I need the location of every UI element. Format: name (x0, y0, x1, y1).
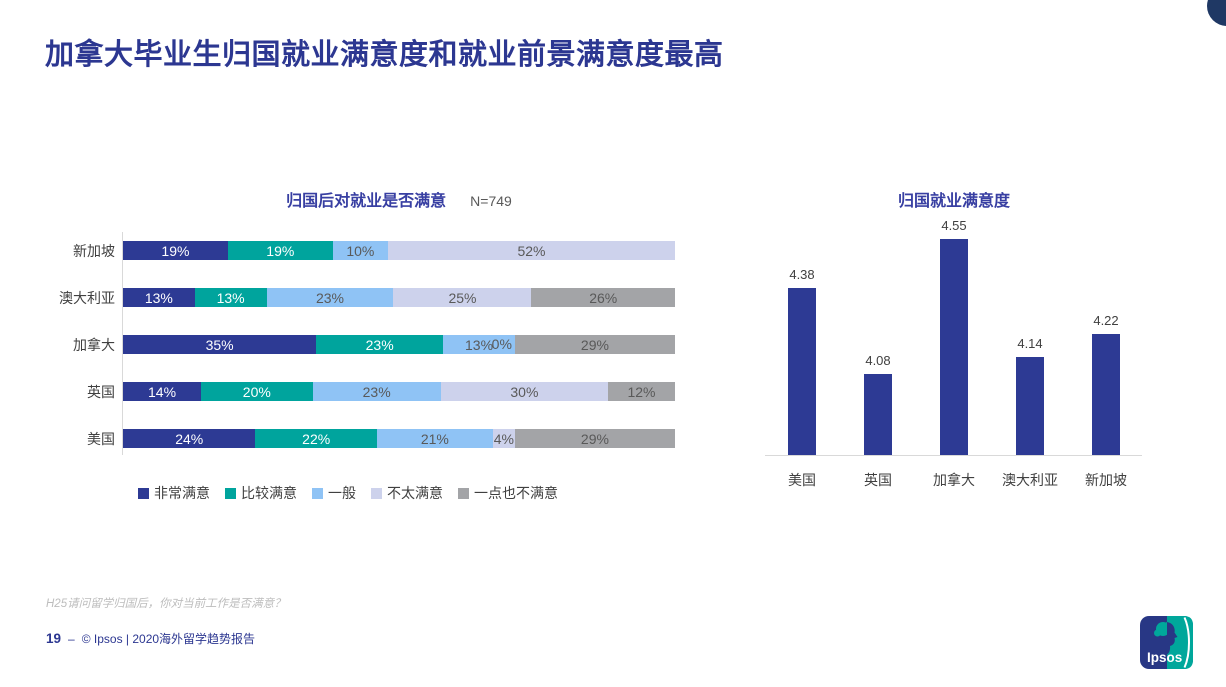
bar-segment: 29% (514, 335, 675, 354)
column-chart: 归国就业满意度 4.38 美国 4.08 英国 4.55 加拿大 4.14 澳大利亚 4.22 新… (764, 180, 1144, 510)
row-category-label: 澳大利亚 (59, 289, 115, 306)
page-title: 加拿大毕业生归国就业满意度和就业前景满意度最高 (45, 39, 724, 71)
legend-label: 不太满意 (387, 485, 443, 501)
bar-track: 14% 20% 23% 30% 12% (123, 382, 675, 401)
bar-segment: 21% (376, 429, 493, 448)
bar-track: 13% 13% 23% 25% 26% (123, 288, 675, 307)
copyright: © Ipsos | 2020海外留学趋势报告 (81, 632, 256, 646)
legend-swatch (312, 487, 323, 499)
column-slot: 4.08 英国 (840, 230, 916, 488)
bar-segment: 13% (194, 288, 267, 307)
column-category-label: 英国 (864, 472, 892, 488)
corner-accent-circle (1207, 0, 1226, 26)
ipsos-logo: Ipsos (1140, 616, 1193, 669)
legend-item: 非常满意 (138, 483, 210, 503)
bar-segment: 20% (201, 382, 313, 401)
legend-label: 非常满意 (154, 485, 210, 501)
column-value-label: 4.38 (789, 267, 815, 282)
legend-swatch (458, 487, 469, 499)
stacked-rows: 新加坡 19% 19% 10% 52% 澳大利亚 13% 13% 23% 25% 26% 加拿大 35%… (45, 241, 675, 476)
column-value-label: 4.22 (1093, 313, 1119, 328)
legend: 非常满意 比较满意 一般 不太满意 一点也不满意 (138, 483, 558, 503)
logo-face-profile (1167, 622, 1178, 655)
bar-segment: 14% (123, 382, 202, 401)
stacked-chart-header: 归国后对就业是否满意 N=749 (123, 180, 675, 211)
legend-swatch (138, 487, 149, 499)
legend-label: 一般 (328, 485, 356, 501)
stacked-bar-chart: 归国后对就业是否满意 N=749 新加坡 19% 19% 10% 52% 澳大利亚 13% 1… (45, 180, 685, 520)
ipsos-logo-graphic: Ipsos (1140, 616, 1193, 669)
bar-segment: 25% (393, 288, 532, 307)
bar-segment: 30% (440, 382, 609, 401)
bar-track: 19% 19% 10% 52% (123, 241, 675, 260)
bar-segment: 19% (123, 241, 228, 260)
stacked-bar-row: 新加坡 19% 19% 10% 52% (45, 241, 675, 260)
bar-segment: 24% (123, 429, 256, 448)
bar-segment: 26% (531, 288, 675, 307)
stacked-bar-row: 美国 24% 22% 21% 4% 29% (45, 429, 675, 448)
column-slot: 4.22 新加坡 (1068, 230, 1144, 488)
bar-segment: 23% (316, 335, 444, 354)
stacked-bar-row: 英国 14% 20% 23% 30% 12% (45, 382, 675, 401)
bar-segment: 13% (443, 335, 515, 354)
column-bar (940, 239, 968, 455)
column-bar (1016, 357, 1044, 455)
logo-head-crown-blob (1154, 629, 1161, 637)
column-bar (864, 374, 892, 455)
bar-segment: 10% (332, 241, 388, 260)
column-value-label: 4.08 (865, 353, 891, 368)
row-category-label: 新加坡 (73, 242, 115, 259)
column-category-label: 澳大利亚 (1002, 472, 1058, 488)
column-slot: 4.38 美国 (764, 230, 840, 488)
bar-segment: 4% (492, 429, 515, 448)
legend-label: 一点也不满意 (474, 485, 558, 501)
stacked-bar-row: 加拿大 35% 23% 13% 0% 29% (45, 335, 675, 354)
column-chart-title: 归国就业满意度 (897, 193, 1010, 210)
legend-label: 比较满意 (241, 485, 297, 501)
bar-segment: 35% (123, 335, 317, 354)
bar-segment: 29% (514, 429, 675, 448)
column-bar (788, 288, 816, 455)
bar-segment: 13% (123, 288, 195, 307)
legend-item: 一点也不满意 (458, 483, 558, 503)
legend-swatch (371, 487, 382, 499)
footnote: H25请问留学归国后，你对当前工作是否满意？ (46, 598, 286, 610)
bar-track: 35% 23% 13% 0% 29% (123, 335, 675, 354)
legend-item: 比较满意 (225, 483, 297, 503)
sample-size-label: N=749 (470, 193, 512, 209)
column-value-label: 4.55 (941, 218, 967, 233)
bar-segment: 52% (387, 241, 675, 260)
row-category-label: 英国 (87, 383, 115, 400)
bar-segment: 22% (255, 429, 377, 448)
bar-segment: 19% (227, 241, 333, 260)
bar-segment: 23% (266, 288, 394, 307)
bar-segment: 12% (608, 382, 675, 401)
column-bar (1092, 334, 1120, 455)
x-axis-line (765, 455, 1142, 456)
column-value-label: 4.14 (1017, 336, 1043, 351)
row-category-label: 加拿大 (73, 336, 115, 353)
bar-track: 24% 22% 21% 4% 29% (123, 429, 675, 448)
stacked-chart-title: 归国后对就业是否满意 (286, 193, 447, 210)
segment-zero-label: 0% (491, 336, 512, 352)
column-category-label: 美国 (788, 472, 816, 488)
column-category-label: 加拿大 (933, 472, 975, 488)
column-category-label: 新加坡 (1085, 472, 1127, 488)
footer-dash: – (68, 632, 75, 646)
page-number: 19 (46, 631, 62, 646)
legend-swatch (225, 487, 236, 499)
column-plot: 4.38 美国 4.08 英国 4.55 加拿大 4.14 澳大利亚 4.22 新加坡 (764, 218, 1144, 488)
y-axis-line (122, 232, 123, 455)
legend-item: 不太满意 (371, 483, 443, 503)
column-slot: 4.14 澳大利亚 (992, 230, 1068, 488)
legend-item: 一般 (312, 483, 356, 503)
bar-segment: 23% (312, 382, 441, 401)
stacked-bar-row: 澳大利亚 13% 13% 23% 25% 26% (45, 288, 675, 307)
logo-page-curl (1183, 617, 1190, 668)
row-category-label: 美国 (87, 430, 115, 447)
footer: 19 – © Ipsos | 2020海外留学趋势报告 (46, 630, 255, 647)
logo-text: Ipsos (1147, 650, 1182, 665)
column-slot: 4.55 加拿大 (916, 218, 992, 488)
